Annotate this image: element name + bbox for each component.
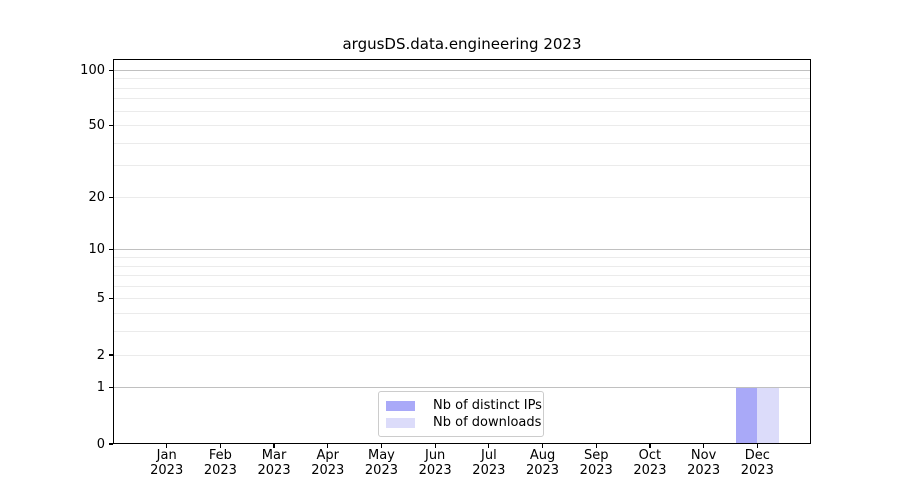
x-tick-label: Nov 2023 bbox=[664, 448, 744, 478]
x-tick-label-year: 2023 bbox=[633, 463, 667, 478]
x-tick-label-month: Mar bbox=[261, 448, 287, 463]
y-tick-label: 10 bbox=[88, 242, 105, 258]
x-tick-label-month: Jul bbox=[481, 448, 497, 463]
x-tick bbox=[541, 444, 544, 448]
x-tick-label: Sep 2023 bbox=[556, 448, 636, 478]
y-gridline-major bbox=[114, 387, 810, 389]
y-gridline-minor bbox=[114, 87, 810, 89]
x-tick-label-month: Feb bbox=[208, 448, 232, 463]
x-tick-label-month: Nov bbox=[690, 448, 717, 463]
x-tick bbox=[595, 444, 597, 448]
y-tick-label: 5 bbox=[96, 291, 105, 307]
y-tick-label: 100 bbox=[80, 62, 105, 78]
y-gridline-minor bbox=[114, 275, 810, 277]
y-gridline-minor bbox=[114, 125, 810, 127]
y-gridline-minor bbox=[114, 313, 810, 315]
y-gridline-minor bbox=[114, 265, 810, 267]
x-tick-label: Jul 2023 bbox=[449, 448, 529, 478]
x-tick-label-year: 2023 bbox=[472, 463, 506, 478]
y-gridline-minor bbox=[114, 285, 810, 287]
y-tick-label: 2 bbox=[96, 347, 105, 363]
x-tick-label: Feb 2023 bbox=[180, 448, 260, 478]
y-gridline-major bbox=[114, 249, 810, 251]
y-tick-label: 1 bbox=[96, 380, 105, 396]
y-tick bbox=[109, 69, 113, 71]
y-tick bbox=[109, 124, 113, 127]
y-gridline-minor bbox=[114, 98, 810, 100]
x-tick bbox=[703, 444, 705, 448]
x-tick-label-month: Aug bbox=[529, 448, 556, 463]
legend-entry-distinct-ips: Nb of distinct IPs bbox=[386, 398, 542, 414]
y-gridline-minor bbox=[114, 354, 810, 356]
y-gridline-minor bbox=[114, 142, 810, 144]
y-gridline-minor bbox=[114, 331, 810, 333]
y-tick bbox=[109, 354, 113, 356]
legend: Nb of distinct IPs Nb of downloads bbox=[378, 391, 544, 437]
x-tick bbox=[273, 444, 275, 448]
x-tick-label-year: 2023 bbox=[257, 463, 291, 478]
y-gridline-minor bbox=[114, 196, 810, 198]
x-tick-label-year: 2023 bbox=[740, 463, 774, 478]
x-tick bbox=[219, 444, 221, 448]
y-gridline-minor bbox=[114, 78, 810, 80]
x-tick-label-month: Oct bbox=[638, 448, 662, 463]
x-tick bbox=[649, 444, 651, 448]
x-tick-label-month: Sep bbox=[583, 448, 609, 463]
x-tick-label-year: 2023 bbox=[687, 463, 721, 478]
x-tick-label-month: Jan bbox=[156, 448, 177, 463]
x-tick-label: Mar 2023 bbox=[234, 448, 314, 478]
x-tick-label-year: 2023 bbox=[525, 463, 560, 478]
x-tick-label: May 2023 bbox=[341, 448, 421, 478]
downloads-swatch bbox=[386, 418, 415, 428]
x-tick bbox=[166, 444, 168, 448]
y-tick-label: 20 bbox=[88, 189, 105, 205]
legend-entry-downloads: Nb of downloads bbox=[386, 415, 541, 431]
x-tick-label-year: 2023 bbox=[579, 463, 613, 478]
y-gridline-minor bbox=[114, 298, 810, 300]
x-tick-label-year: 2023 bbox=[364, 463, 398, 478]
x-tick-label-month: Apr bbox=[316, 448, 340, 463]
y-tick bbox=[109, 443, 113, 445]
y-tick bbox=[109, 249, 113, 251]
bar-nb-of-downloads bbox=[757, 387, 779, 444]
distinct-ips-swatch bbox=[386, 401, 415, 411]
x-tick-label-month: May bbox=[368, 448, 395, 463]
x-tick-label-year: 2023 bbox=[311, 463, 345, 478]
chart-title: argusDS.data.engineering 2023 bbox=[342, 35, 582, 53]
x-tick bbox=[434, 444, 436, 448]
y-tick bbox=[109, 387, 113, 389]
y-tick-label: 50 bbox=[88, 118, 105, 134]
x-tick-label: Dec 2023 bbox=[717, 448, 797, 478]
x-tick bbox=[327, 444, 329, 448]
y-gridline-minor bbox=[114, 257, 810, 258]
x-tick bbox=[488, 444, 490, 448]
y-gridline-minor bbox=[114, 110, 810, 112]
x-tick-label-month: Dec bbox=[744, 448, 770, 463]
bar-nb-of-distinct-ips bbox=[735, 387, 758, 444]
x-tick-label: Jan 2023 bbox=[127, 448, 207, 478]
y-tick bbox=[109, 196, 113, 198]
x-tick bbox=[380, 444, 383, 448]
x-tick-label: Apr 2023 bbox=[288, 448, 368, 478]
x-tick-label: Aug 2023 bbox=[503, 448, 583, 478]
x-tick-label-month: Jun bbox=[424, 448, 446, 463]
x-tick-label-year: 2023 bbox=[150, 463, 184, 478]
legend-label-distinct-ips: Nb of distinct IPs bbox=[433, 398, 542, 413]
x-tick bbox=[756, 444, 758, 448]
y-gridline-major bbox=[114, 69, 810, 71]
y-tick bbox=[109, 298, 113, 300]
plot-area bbox=[113, 59, 811, 444]
x-tick-label: Jun 2023 bbox=[395, 448, 475, 478]
x-tick-label-year: 2023 bbox=[418, 463, 452, 478]
x-tick-label: Oct 2023 bbox=[610, 448, 690, 478]
y-gridline-minor bbox=[114, 165, 810, 167]
x-tick-label-year: 2023 bbox=[203, 463, 237, 478]
y-tick-label: 0 bbox=[96, 436, 105, 452]
legend-label-downloads: Nb of downloads bbox=[433, 415, 542, 430]
